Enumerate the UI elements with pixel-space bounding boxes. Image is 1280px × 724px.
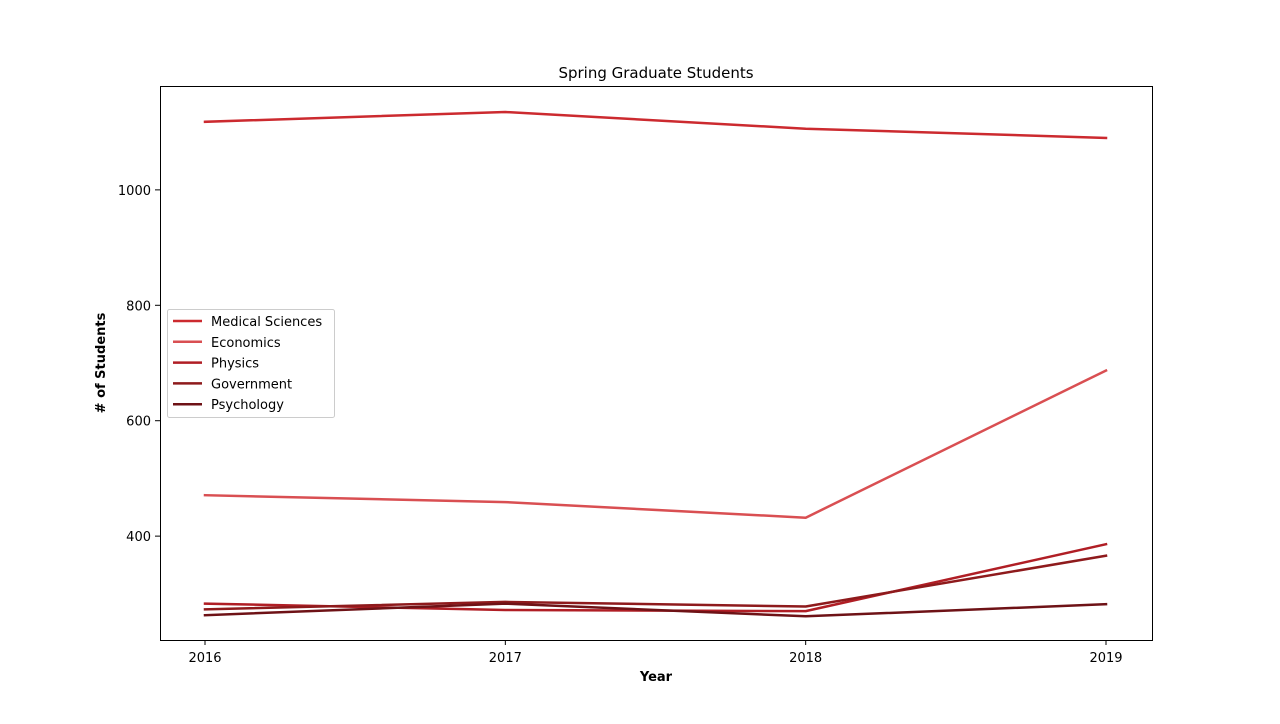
series-line-1 xyxy=(203,110,1108,140)
plot-area-frame xyxy=(160,86,1153,641)
x-tick-label: 2019 xyxy=(1089,651,1122,666)
legend-items: Medical Sciences Economics Physics Governme… xyxy=(173,315,322,413)
legend: Medical Sciences Economics Physics Governme… xyxy=(167,309,335,418)
y-tick-label: 400 xyxy=(126,530,151,545)
y-tick-label: 800 xyxy=(126,299,151,314)
y-axis: 400 600 800 1000 xyxy=(118,184,160,545)
legend-label: Economics xyxy=(211,336,281,351)
legend-label: Physics xyxy=(211,357,259,372)
chart-title: Spring Graduate Students xyxy=(558,64,753,82)
x-axis: 2016 2017 2018 2019 xyxy=(188,640,1123,666)
y-tick-label: 1000 xyxy=(118,184,151,199)
series-line-4 xyxy=(203,554,1108,611)
x-tick-label: 2018 xyxy=(789,651,822,666)
y-tick-label: 600 xyxy=(126,415,151,430)
y-axis-title: # of Students xyxy=(94,312,109,413)
series-layer xyxy=(203,110,1108,618)
x-axis-title: Year xyxy=(639,670,673,685)
series-line-5 xyxy=(203,602,1108,618)
legend-box xyxy=(167,309,335,418)
x-tick-label: 2017 xyxy=(489,651,522,666)
legend-label: Government xyxy=(211,377,292,392)
x-tick-label: 2016 xyxy=(188,651,221,666)
series-line-2 xyxy=(203,368,1108,519)
legend-label: Psychology xyxy=(211,398,284,413)
legend-label: Medical Sciences xyxy=(211,315,322,330)
